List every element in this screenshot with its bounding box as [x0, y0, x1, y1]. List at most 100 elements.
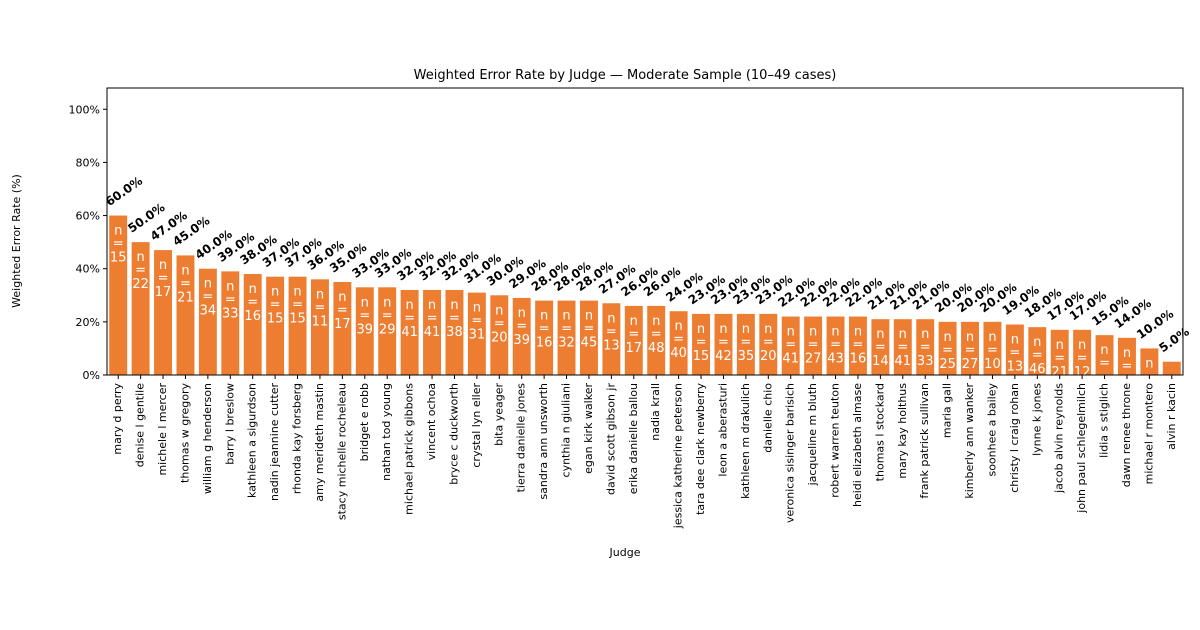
x-tick-label: jacqueline m bluth: [806, 383, 819, 486]
n-count-label: 43: [827, 352, 844, 367]
n-prefix-label: n: [630, 314, 638, 329]
x-tick-label: robert warren teuton: [829, 383, 842, 498]
n-count-label: 32: [558, 336, 575, 351]
bar-35: [893, 319, 912, 375]
x-tick-label: kimberly ann wanker: [963, 383, 976, 499]
n-eq-label: =: [135, 263, 146, 278]
n-count-label: 15: [289, 312, 306, 327]
n-eq-label: =: [427, 311, 438, 326]
x-tick-label: bridget e robb: [358, 383, 371, 461]
n-prefix-label: n: [338, 290, 346, 305]
n-count-label: 13: [603, 338, 620, 353]
bar-6: [243, 274, 262, 375]
bar-1: [131, 242, 150, 375]
x-tick-label: christy l craig rohan: [1008, 383, 1021, 493]
n-eq-label: =: [875, 340, 886, 355]
n-prefix-label: n: [1100, 343, 1108, 358]
bar-29: [759, 313, 778, 375]
x-tick-label: bita yeager: [492, 383, 505, 446]
n-prefix-label: n: [181, 263, 189, 278]
x-tick-label: jacob alvin reynolds: [1053, 383, 1066, 494]
bar-8: [288, 276, 307, 375]
x-tick-label: alvin r kacin: [1165, 383, 1178, 450]
bar-38: [961, 321, 980, 375]
n-eq-label: =: [516, 319, 527, 334]
n-count-label: 34: [200, 304, 217, 319]
bar-42: [1050, 329, 1069, 375]
n-prefix-label: n: [764, 322, 772, 337]
n-eq-label: =: [987, 343, 998, 358]
n-eq-label: =: [539, 322, 550, 337]
n-count-label: 22: [132, 277, 149, 292]
n-count-label: 33: [917, 354, 934, 369]
n-prefix-label: n: [226, 279, 234, 294]
y-tick-label: 80%: [76, 156, 100, 169]
chart-title: Weighted Error Rate by Judge — Moderate …: [414, 68, 837, 83]
bar-46: [1140, 348, 1159, 375]
n-prefix-label: n: [876, 327, 884, 342]
n-prefix-label: n: [271, 285, 279, 300]
bar-26: [692, 313, 711, 375]
x-tick-label: thomas l stockard: [873, 383, 886, 481]
n-eq-label: =: [449, 311, 460, 326]
n-prefix-label: n: [1011, 333, 1019, 348]
x-tick-label: michael patrick gibbons: [403, 383, 416, 515]
n-prefix-label: n: [944, 330, 952, 345]
n-eq-label: =: [202, 290, 213, 305]
x-tick-label: denise l gentile: [134, 383, 147, 467]
n-eq-label: =: [606, 324, 617, 339]
x-axis-label: Judge: [609, 546, 641, 559]
bar-27: [714, 313, 733, 375]
bar-44: [1095, 335, 1114, 375]
n-count-label: 41: [782, 352, 799, 367]
n-eq-label: =: [247, 295, 258, 310]
n-eq-label: =: [494, 316, 505, 331]
n-prefix-label: n: [293, 285, 301, 300]
n-count-label: 13: [1007, 360, 1024, 375]
n-prefix-label: n: [540, 309, 548, 324]
bar-43: [1073, 329, 1092, 375]
bar-14: [423, 289, 442, 375]
n-count-label: 27: [962, 357, 979, 372]
n-prefix-label: n: [450, 298, 458, 313]
bar-39: [983, 321, 1002, 375]
x-tick-label: egan kirk walker: [582, 383, 595, 474]
x-tick-label: erika danielle ballou: [627, 383, 640, 494]
n-eq-label: =: [1032, 348, 1043, 363]
n-count-label: 42: [715, 349, 732, 364]
n-eq-label: =: [561, 322, 572, 337]
n-eq-label: =: [584, 322, 595, 337]
n-eq-label: =: [942, 343, 953, 358]
n-eq-label: =: [158, 271, 169, 286]
y-tick-label: 20%: [76, 316, 100, 329]
n-prefix-label: n: [921, 327, 929, 342]
bar-25: [669, 311, 688, 375]
n-prefix-label: n: [809, 325, 817, 340]
n-prefix-label: n: [249, 282, 257, 297]
bar-4: [198, 268, 217, 375]
n-prefix-label: n: [719, 322, 727, 337]
n-prefix-label: n: [585, 309, 593, 324]
x-tick-label: danielle chio: [761, 383, 774, 453]
bar-20: [557, 300, 576, 375]
x-tick-label: frank patrick sullivan: [918, 383, 931, 499]
n-count-label: 41: [424, 325, 441, 340]
bar-15: [445, 289, 464, 375]
n-prefix-label: n: [607, 311, 615, 326]
n-prefix-label: n: [1056, 338, 1064, 353]
n-eq-label: =: [404, 311, 415, 326]
n-eq-label: =: [1077, 351, 1088, 366]
x-tick-label: michele l mercer: [156, 383, 169, 476]
bar-40: [1005, 324, 1024, 375]
bar-0: [109, 215, 128, 375]
n-count-label: 20: [491, 330, 508, 345]
n-count-label: 14: [872, 354, 889, 369]
x-tick-label: heidi elizabeth almase: [851, 383, 864, 507]
y-tick-label: 60%: [76, 210, 100, 223]
n-count-label: 38: [446, 325, 463, 340]
n-prefix-label: n: [137, 250, 145, 265]
x-tick-label: amy merideth mastin: [313, 383, 326, 502]
bar-34: [871, 319, 890, 375]
n-prefix-label: n: [831, 325, 839, 340]
